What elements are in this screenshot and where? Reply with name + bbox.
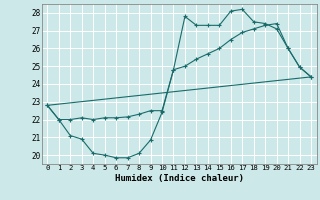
- X-axis label: Humidex (Indice chaleur): Humidex (Indice chaleur): [115, 174, 244, 183]
